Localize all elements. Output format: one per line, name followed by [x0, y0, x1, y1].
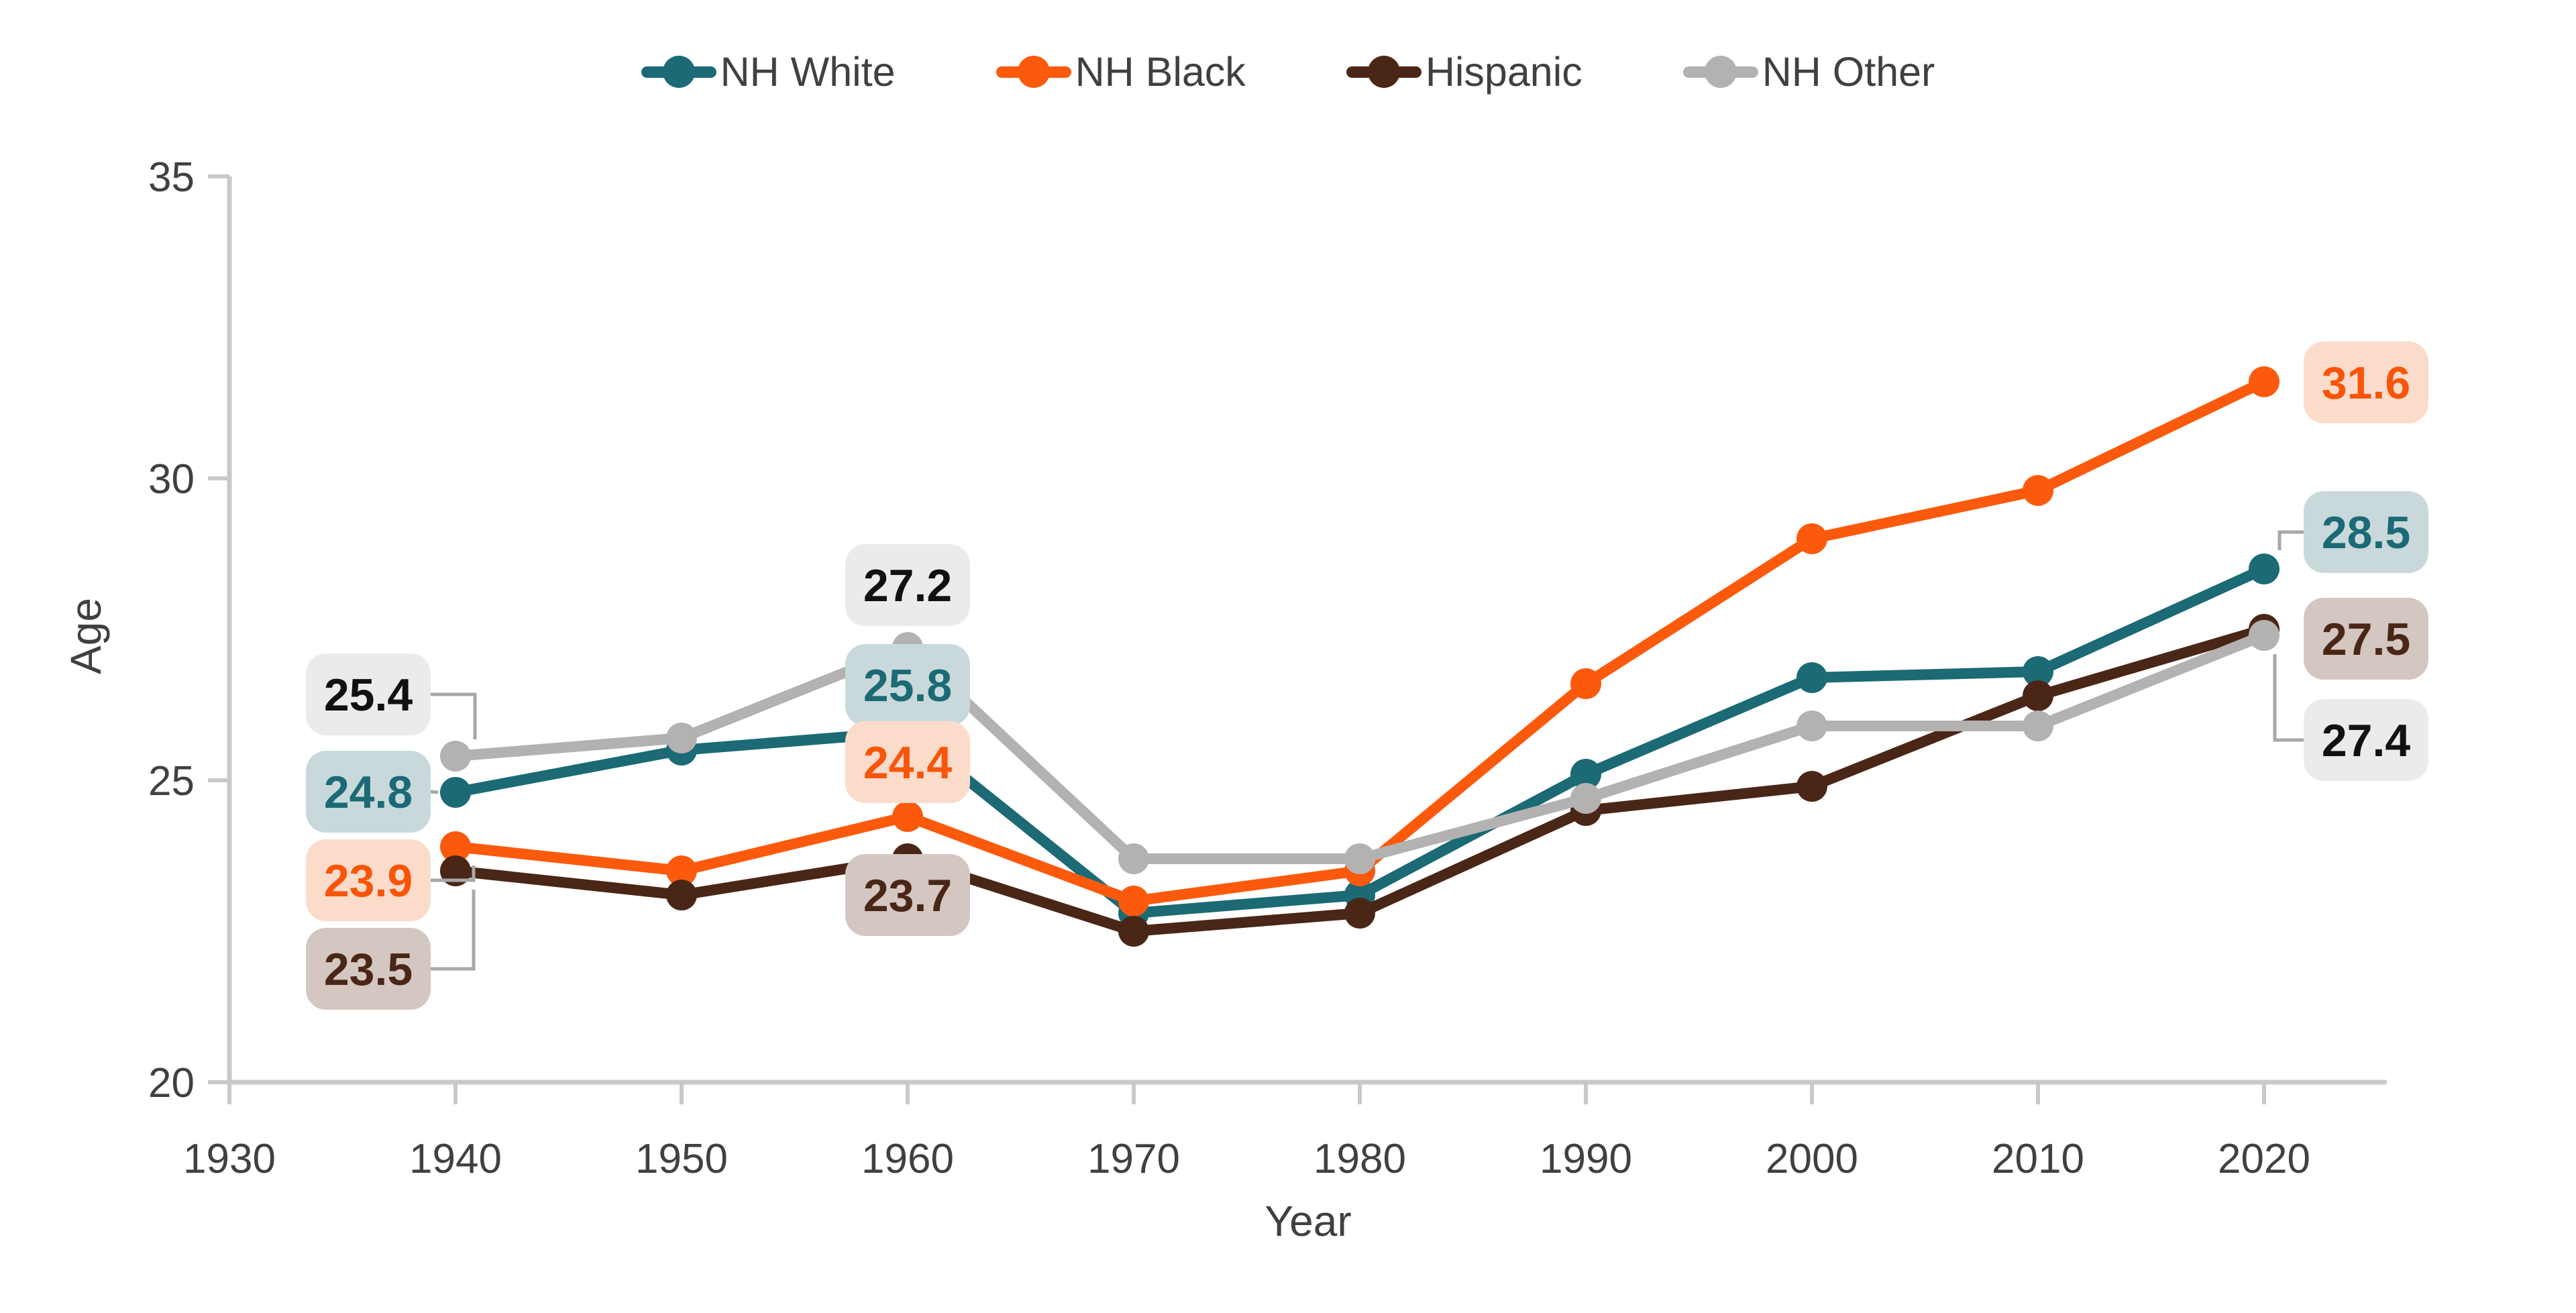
point-nh-black-1970 — [1118, 886, 1149, 916]
leader-line-nh-other-1940 — [431, 692, 477, 739]
y-axis-title: Age — [62, 598, 110, 674]
value-callout-nh-white-1940: 24.8 — [306, 751, 431, 833]
value-box — [2304, 342, 2428, 423]
point-nh-other-1950 — [666, 723, 697, 753]
point-hispanic-1970 — [1118, 916, 1149, 947]
point-nh-black-1940 — [440, 831, 471, 862]
x-tick-label: 1950 — [635, 1136, 728, 1182]
value-label: 23.9 — [324, 855, 413, 906]
value-box — [2304, 491, 2428, 573]
x-tick-label: 1940 — [409, 1136, 502, 1182]
value-label: 23.7 — [863, 870, 952, 921]
value-label: 28.5 — [2322, 507, 2410, 558]
point-hispanic-1950 — [666, 880, 697, 910]
x-tick-label: 1980 — [1313, 1136, 1406, 1182]
y-tick-label: 25 — [148, 758, 195, 804]
value-box — [845, 544, 970, 626]
value-box — [845, 854, 970, 936]
x-tick-label: 2000 — [1766, 1136, 1858, 1182]
value-label: 23.5 — [324, 944, 413, 995]
y-tick-label: 20 — [148, 1060, 195, 1106]
value-label: 27.4 — [2322, 715, 2411, 766]
x-axis-title: Year — [1265, 1197, 1351, 1245]
series-line-nh-black — [455, 376, 2267, 906]
point-nh-other-2000 — [1796, 711, 1827, 741]
value-callout-hispanic-1960: 23.7 — [845, 854, 970, 936]
value-label: 27.5 — [2322, 614, 2410, 665]
x-tick-label: 2020 — [2218, 1136, 2310, 1182]
series-group — [440, 366, 2279, 947]
point-nh-white-2010 — [2023, 656, 2053, 687]
value-callout-nh-black-2020: 31.6 — [2304, 342, 2428, 423]
y-tick-label: 35 — [148, 154, 195, 201]
leader-line-nh-black-1940 — [431, 865, 476, 882]
point-nh-other-2020 — [2249, 620, 2279, 651]
value-callout-hispanic-1940: 23.5 — [306, 928, 431, 1010]
point-nh-other-1980 — [1344, 843, 1375, 874]
value-callout-nh-other-1960: 27.2 — [845, 544, 970, 626]
y-tick-label: 30 — [148, 456, 195, 503]
value-callout-nh-black-1940: 23.9 — [306, 839, 431, 921]
value-callout-nh-white-2020: 28.5 — [2304, 491, 2428, 573]
point-nh-black-2020 — [2249, 366, 2279, 397]
value-box — [2304, 699, 2428, 781]
point-nh-black-1990 — [1570, 668, 1601, 699]
value-label: 25.4 — [324, 670, 413, 721]
leader-line-nh-white-2020 — [2277, 530, 2304, 550]
callout-leaders — [430, 530, 2304, 971]
value-callout-hispanic-2020: 27.5 — [2304, 598, 2428, 680]
point-nh-other-1990 — [1570, 783, 1601, 814]
x-tick-label: 1990 — [1540, 1136, 1632, 1182]
x-tick-label: 1930 — [183, 1136, 276, 1182]
value-label: 25.8 — [863, 660, 952, 711]
point-hispanic-2000 — [1796, 771, 1827, 802]
point-hispanic-1980 — [1344, 898, 1375, 929]
point-nh-white-1940 — [440, 777, 471, 808]
series-nh-other — [440, 620, 2279, 874]
point-nh-black-2000 — [1796, 523, 1827, 554]
value-label: 24.8 — [324, 767, 413, 818]
value-callout-nh-other-1940: 25.4 — [306, 653, 431, 735]
value-callout-nh-other-2020: 27.4 — [2304, 699, 2428, 781]
point-nh-white-2000 — [1796, 662, 1827, 693]
axes: 20 25 30 35 1930 1940 1950 1960 1970 1980 1990 2000… — [62, 154, 2387, 1245]
value-box — [845, 721, 970, 803]
point-nh-other-2010 — [2023, 711, 2053, 741]
value-box — [306, 928, 431, 1010]
point-nh-black-2010 — [2023, 475, 2053, 506]
leader-line-hispanic-1940 — [431, 890, 476, 971]
point-hispanic-2010 — [2023, 680, 2053, 711]
value-label: 31.6 — [2322, 358, 2410, 409]
point-nh-other-1970 — [1118, 843, 1149, 874]
value-box — [845, 644, 970, 726]
value-callout-nh-black-1960: 24.4 — [845, 721, 970, 803]
value-label: 24.4 — [863, 737, 953, 788]
point-nh-white-2020 — [2249, 554, 2279, 584]
value-box — [2304, 598, 2428, 680]
value-box — [306, 751, 431, 833]
series-nh-black — [440, 366, 2279, 916]
point-nh-black-1960 — [892, 801, 923, 832]
point-nh-black-1950 — [666, 855, 697, 886]
point-nh-white-1990 — [1570, 759, 1601, 790]
value-box — [306, 839, 431, 921]
x-tick-label: 2010 — [1992, 1136, 2084, 1182]
x-tick-label: 1960 — [861, 1136, 954, 1182]
x-tick-label: 1970 — [1087, 1136, 1180, 1182]
value-label: 27.2 — [863, 560, 952, 611]
value-callout-nh-white-1960: 25.8 — [845, 644, 970, 726]
point-nh-other-1940 — [440, 741, 471, 772]
callout-boxes: 24.8 25.8 28.5 23.9 24.4 31.6 23.5 23.7 27.5 25.4… — [306, 342, 2428, 1010]
leader-line-nh-other-2020 — [2273, 654, 2304, 742]
value-box — [306, 653, 431, 735]
